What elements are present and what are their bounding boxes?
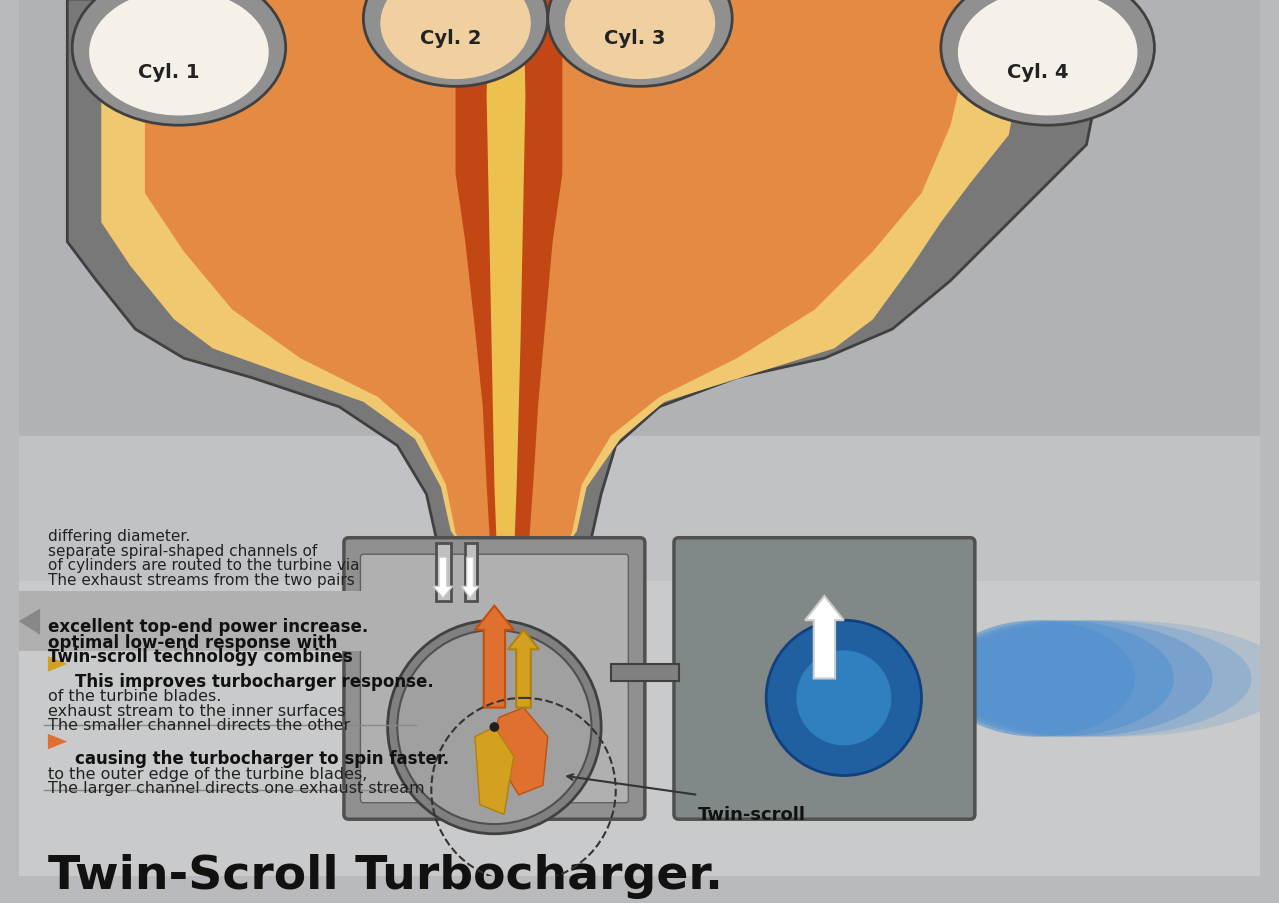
Text: optimal low-end response with: optimal low-end response with (47, 633, 338, 651)
Text: Twin-scroll technology combines: Twin-scroll technology combines (47, 647, 353, 666)
FancyArrow shape (434, 557, 453, 598)
Ellipse shape (90, 0, 269, 116)
Polygon shape (466, 543, 477, 601)
Ellipse shape (941, 620, 1252, 737)
Ellipse shape (363, 0, 547, 88)
Text: This improves turbocharger response.: This improves turbocharger response. (75, 672, 434, 690)
Text: Cyl. 4: Cyl. 4 (1007, 63, 1069, 82)
FancyBboxPatch shape (674, 538, 975, 819)
Text: Twin-Scroll Turbocharger.: Twin-Scroll Turbocharger. (47, 853, 723, 898)
FancyBboxPatch shape (361, 554, 628, 803)
Text: The exhaust streams from the two pairs: The exhaust streams from the two pairs (47, 573, 354, 587)
Text: to the outer edge of the turbine blades,: to the outer edge of the turbine blades, (47, 766, 367, 781)
Polygon shape (47, 734, 68, 749)
Circle shape (490, 722, 499, 732)
Text: Cyl. 1: Cyl. 1 (138, 63, 200, 82)
Circle shape (796, 649, 893, 747)
Polygon shape (145, 0, 980, 587)
Polygon shape (47, 656, 68, 672)
Ellipse shape (380, 0, 531, 80)
Ellipse shape (941, 620, 1134, 737)
Circle shape (388, 620, 601, 833)
Circle shape (766, 620, 921, 776)
Bar (19, 591, 377, 652)
Ellipse shape (941, 620, 1174, 737)
Text: causing the turbocharger to spin faster.: causing the turbocharger to spin faster. (75, 749, 449, 768)
Polygon shape (475, 727, 514, 815)
Text: of cylinders are routed to the turbine via: of cylinders are routed to the turbine v… (47, 557, 359, 573)
Text: separate spiral-shaped channels of: separate spiral-shaped channels of (47, 543, 317, 558)
FancyArrow shape (508, 630, 538, 708)
FancyArrow shape (804, 596, 844, 679)
FancyBboxPatch shape (344, 538, 645, 819)
Ellipse shape (941, 0, 1155, 126)
Bar (19, 436, 1260, 877)
Text: The smaller channel directs the other: The smaller channel directs the other (47, 718, 350, 732)
Ellipse shape (565, 0, 715, 80)
Polygon shape (455, 0, 563, 606)
Text: Twin-scroll: Twin-scroll (698, 805, 806, 823)
Polygon shape (486, 0, 526, 601)
Text: excellent top-end power increase.: excellent top-end power increase. (47, 618, 368, 636)
Text: Cyl. 3: Cyl. 3 (605, 29, 666, 48)
FancyArrow shape (462, 557, 478, 598)
FancyArrow shape (475, 606, 514, 708)
Circle shape (398, 630, 591, 824)
Text: exhaust stream to the inner surfaces: exhaust stream to the inner surfaces (47, 703, 345, 718)
Ellipse shape (941, 620, 1212, 737)
Polygon shape (490, 708, 547, 795)
Text: The larger channel directs one exhaust stream: The larger channel directs one exhaust s… (47, 780, 425, 796)
Ellipse shape (958, 0, 1137, 116)
Bar (19, 582, 1260, 877)
Polygon shape (101, 0, 1033, 587)
Text: Cyl. 2: Cyl. 2 (420, 29, 481, 48)
Ellipse shape (72, 0, 285, 126)
Polygon shape (19, 609, 40, 635)
Text: of the turbine blades.: of the turbine blades. (47, 688, 221, 703)
Bar (611, 665, 679, 682)
Polygon shape (436, 543, 450, 601)
Ellipse shape (547, 0, 732, 88)
Text: differing diameter.: differing diameter. (47, 528, 191, 544)
Polygon shape (68, 0, 1115, 601)
Ellipse shape (941, 620, 1279, 737)
